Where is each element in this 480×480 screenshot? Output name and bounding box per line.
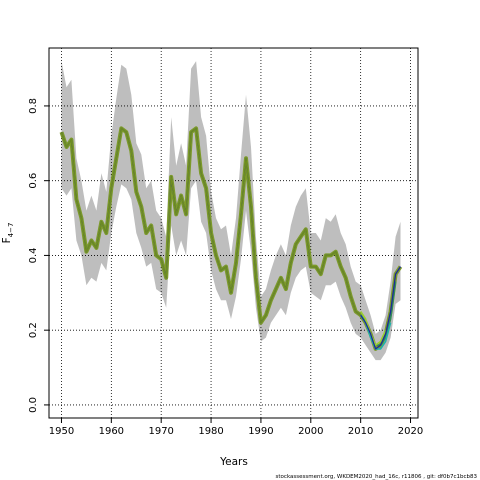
y-tick-label: 0.6 bbox=[28, 173, 39, 189]
y-axis-title-main: F bbox=[1, 237, 13, 243]
x-tick-label: 1950 bbox=[49, 426, 74, 437]
footnote: stockassessment.org, WKDEM2020_had_16c, … bbox=[276, 474, 478, 480]
x-axis-title: Years bbox=[219, 456, 248, 468]
y-tick-label: 0.8 bbox=[28, 98, 39, 114]
x-tick-label: 2020 bbox=[398, 426, 423, 437]
y-tick-label: 0.4 bbox=[28, 247, 39, 263]
confidence-band-layer bbox=[61, 61, 401, 361]
y-axis-title: F4−7 bbox=[1, 223, 15, 244]
estimate-line-overlay bbox=[60, 127, 362, 324]
y-tick-label: 0.0 bbox=[28, 397, 39, 413]
x-tick-label: 2010 bbox=[348, 426, 373, 437]
x-tick-label: 2000 bbox=[298, 426, 323, 437]
confidence-band bbox=[61, 61, 401, 361]
x-tick-label: 1960 bbox=[99, 426, 124, 437]
y-tick-label: 0.2 bbox=[28, 322, 39, 338]
series-line-layer bbox=[59, 126, 403, 351]
axis-layer: 1950 1960 1970 1980 1990 2000 2010 2020 0.0 0.2 0.… bbox=[28, 98, 423, 437]
x-tick-label: 1970 bbox=[148, 426, 173, 437]
plot-frame bbox=[48, 47, 419, 419]
x-tick-label: 1980 bbox=[198, 426, 223, 437]
y-axis-title-subscript: 4−7 bbox=[7, 223, 15, 238]
x-tick-label: 1990 bbox=[248, 426, 273, 437]
